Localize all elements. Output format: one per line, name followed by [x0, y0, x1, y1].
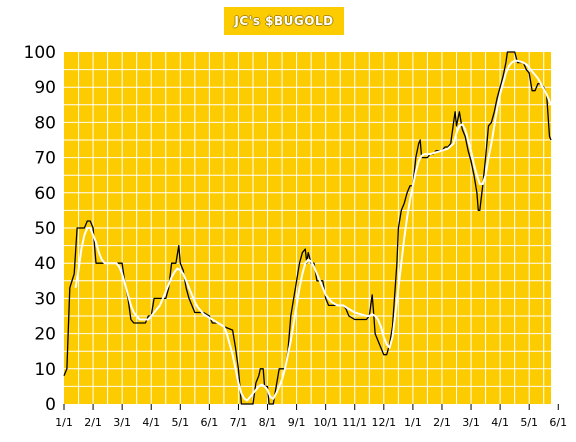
x-tick-label: 8/1: [259, 416, 277, 429]
x-tick-label: 5/1: [171, 416, 189, 429]
axes: 0 10 20 30 40 50 60 70 80 90 100 1/1 2/1 3/1 4/1 5/1 6/1…: [24, 43, 568, 429]
x-tick-label: 12/1: [371, 416, 396, 429]
x-tick-label: 4/1: [491, 416, 509, 429]
y-tick-label: 100: [24, 43, 56, 63]
x-tick-label: 10/1: [313, 416, 338, 429]
x-tick-label: 11/1: [342, 416, 367, 429]
y-tick-label: 80: [34, 113, 56, 133]
x-tick-label: 6/1: [549, 416, 567, 429]
x-tick-label: 2/1: [433, 416, 451, 429]
x-tick-label: 1/1: [404, 416, 422, 429]
y-tick-label: 60: [34, 184, 56, 204]
y-tick-label: 20: [34, 325, 56, 345]
y-tick-label: 0: [45, 395, 56, 415]
y-tick-label: 50: [34, 219, 56, 239]
smoothed-series-line: [74, 59, 552, 402]
grid: [64, 52, 551, 404]
x-tick-label: 3/1: [462, 416, 480, 429]
x-tick-label: 2/1: [84, 416, 102, 429]
y-tick-label: 40: [34, 254, 56, 274]
y-tick-label: 30: [34, 289, 56, 309]
x-tick-label: 5/1: [520, 416, 538, 429]
x-tick-label: 6/1: [201, 416, 219, 429]
chart-title: JC's $BUGOLD: [224, 7, 344, 35]
raw-series-line: [63, 51, 552, 405]
x-tick-label: 1/1: [55, 416, 73, 429]
x-tick-label: 4/1: [142, 416, 160, 429]
x-tick-label: 7/1: [230, 416, 248, 429]
series-group: [63, 51, 552, 405]
y-tick-label: 90: [34, 78, 56, 98]
y-tick-label: 10: [34, 360, 56, 380]
y-tick-label: 70: [34, 149, 56, 169]
x-tick-label: 9/1: [288, 416, 306, 429]
x-tick-label: 3/1: [113, 416, 131, 429]
